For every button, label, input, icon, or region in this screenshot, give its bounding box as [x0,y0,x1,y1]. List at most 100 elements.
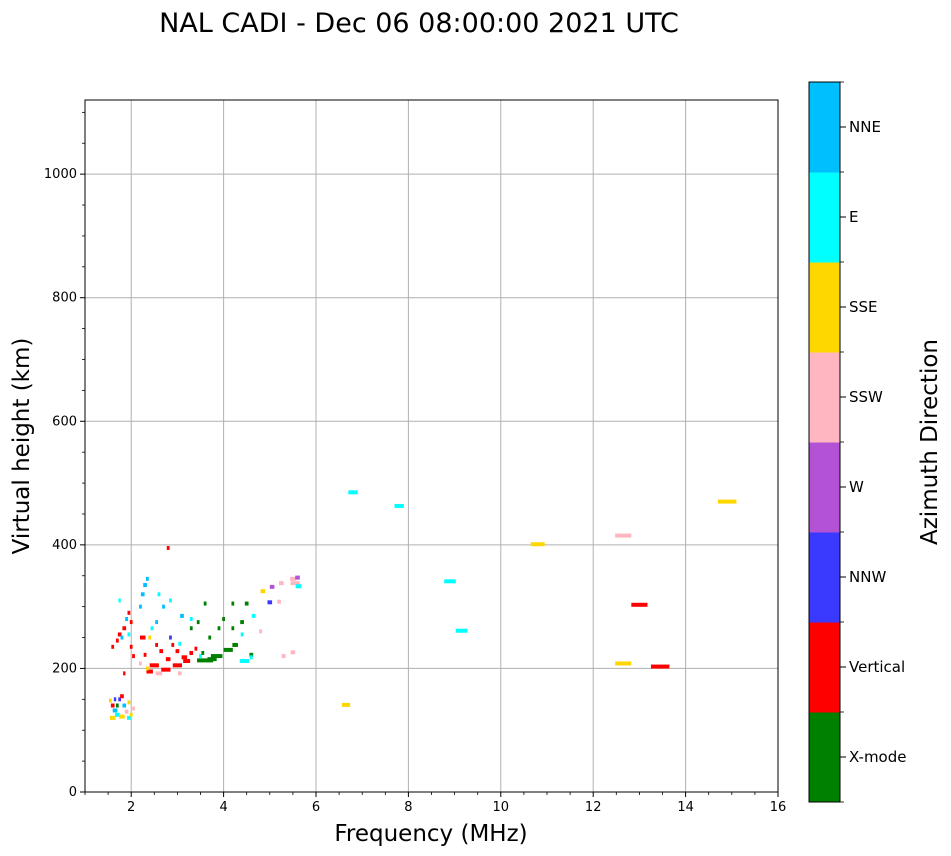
colorbar-segment-e [809,172,840,263]
echo-point-vertical [183,659,191,664]
x-tick-label: 8 [404,800,412,815]
echo-point-sse [341,702,351,707]
echo-point-nne [145,576,149,581]
echo-point-ssw [277,599,281,604]
x-tick-label: 12 [585,800,602,815]
echo-point-nne [112,708,118,713]
colorbar-segment-vertical [809,622,840,713]
x-axis: 2 4 6 8 10 12 14 16 [84,792,787,815]
colorbar: X-mode Vertical NNW W SSW SSE E NNE [808,81,906,803]
echo-point-e [118,598,121,603]
echo-point-ssw [290,581,300,586]
colorbar-tick-label: Vertical [849,658,905,676]
echo-point-e [239,659,250,664]
echo-point-x-mode [189,626,193,631]
x-tick-label: 16 [770,800,787,815]
y-tick-label: 600 [52,414,77,429]
y-tick-label: 200 [52,661,77,676]
y-tick-label: 0 [69,785,77,800]
echo-point-nnw [267,600,273,605]
chart-title: NAL CADI - Dec 06 08:00:00 2021 UTC [159,8,679,39]
y-tick-label: 1000 [44,167,77,182]
echo-point-e [127,715,131,720]
x-tick-label: 10 [493,800,510,815]
echo-point-x-mode [223,647,233,652]
echo-point-sse [109,698,112,703]
echo-point-x-mode [217,626,221,631]
echo-point-sse [109,715,116,720]
echo-point-sse [127,700,131,705]
echo-point-x-mode [222,617,225,621]
echo-point-sse [145,666,149,671]
echo-point-vertical [127,610,131,615]
echo-point-e [169,598,172,603]
echo-point-nne [122,703,127,708]
echo-point-vertical [181,655,188,660]
echo-point-nne [140,592,145,597]
echo-point-ssw [177,671,182,676]
echo-point-w [295,575,300,580]
colorbar-tick-label: X-mode [849,748,906,766]
echo-point-e [157,592,161,597]
echo-point-vertical [194,646,198,651]
echo-point-vertical [111,644,115,649]
echo-point-ssw [124,709,129,714]
echo-point-e [455,628,468,633]
colorbar-tick-label: SSE [849,298,878,316]
echo-point-ssw [259,629,262,634]
colorbar-segment-x-mode [809,712,840,803]
echo-point-vertical [123,671,126,676]
echo-point-sse [129,712,133,717]
y-axis: 0 200 400 600 800 1000 [44,111,85,800]
echo-point-x-mode [231,626,235,631]
echo-point-vertical [146,669,153,674]
echo-point-sse [148,635,152,640]
colorbar-tick-label: SSW [849,388,883,406]
echo-point-ssw [155,671,163,676]
echo-point-vertical [143,652,147,657]
colorbar-tick-label: E [849,208,858,226]
colorbar-segment-ssw [809,352,840,443]
echo-point-e [199,654,202,659]
echo-point-vertical [155,642,158,647]
echo-point-vertical [122,626,127,631]
echo-point-x-mode [197,658,214,663]
echo-point-vertical [120,694,124,699]
colorbar-frame [808,81,841,803]
echo-point-vertical [129,620,133,625]
x-tick-label: 14 [677,800,694,815]
echo-point-nnw [169,635,172,640]
echo-point-x-mode [210,654,223,659]
echo-point-vertical [631,602,648,607]
echo-point-nne [139,604,142,609]
echo-point-nne [162,604,165,609]
echo-point-ssw [132,706,135,711]
echo-point-vertical [175,649,180,654]
echo-point-e [240,632,244,637]
echo-point-vertical [115,638,119,643]
echo-point-x-mode [196,620,200,625]
x-axis-label: Frequency (MHz) [334,821,527,847]
echo-point-vertical [171,642,175,647]
x-tick-label: 6 [312,800,320,815]
echo-point-vertical [161,667,171,672]
echo-point-x-mode [203,601,207,606]
echo-point-vertical [132,654,135,659]
echo-point-nne [143,583,147,588]
echo-point-x-mode [249,652,254,657]
echo-point-vertical [149,663,159,668]
echo-point-vertical [650,664,670,669]
echo-point-x-mode [208,635,212,640]
echo-point-vertical [139,635,146,640]
echo-point-sse [260,589,266,594]
echo-point-w [269,584,275,589]
echo-point-vertical [189,650,194,655]
plot-area-frame [84,99,779,793]
echo-point-e [295,584,302,589]
echo-point-e [178,641,182,646]
colorbar-tick-label: NNE [849,118,881,136]
echo-point-vertical [159,649,164,654]
echo-point-nne [180,613,184,618]
echo-point-e [394,503,404,508]
